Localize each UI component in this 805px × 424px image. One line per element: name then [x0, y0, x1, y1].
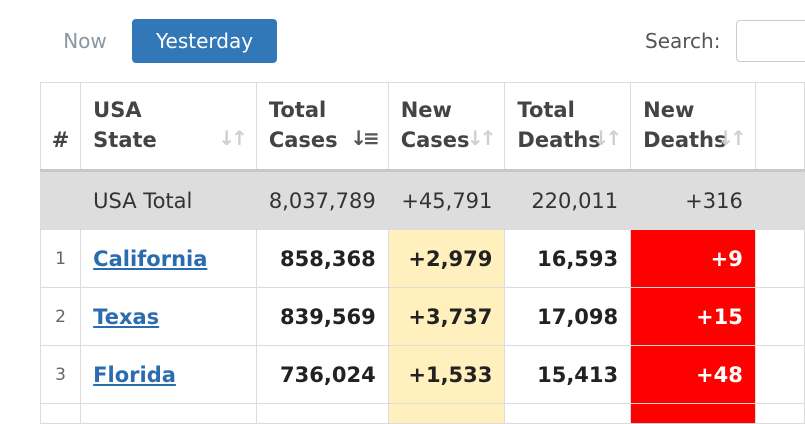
row-new-cases: +3,737 — [387, 287, 506, 346]
row-new-cases: +2,979 — [387, 229, 506, 288]
column-header-total-cases[interactable]: Total Cases ↓≡ — [255, 82, 389, 172]
search-label: Search: — [645, 29, 721, 53]
column-header-state-line1: USA — [93, 98, 142, 122]
row-total-cases: 839,569 — [255, 287, 389, 346]
table-row: 1 California 858,368 +2,979 16,593 +9 — [39, 229, 805, 288]
column-header-new-cases-line2: Cases — [400, 128, 470, 152]
total-row-label: USA Total — [80, 170, 257, 230]
row-new-deaths: +48 — [630, 345, 756, 404]
column-header-rank-label: # — [51, 128, 70, 152]
state-link-texas[interactable]: Texas — [93, 304, 160, 329]
table-row-partial — [39, 403, 805, 424]
toolbar: Now Yesterday Search: — [0, 0, 805, 80]
row-total-deaths: 16,593 — [504, 229, 632, 288]
row-new-deaths: +9 — [630, 229, 756, 288]
tab-now[interactable]: Now — [63, 29, 107, 53]
total-row-total-deaths: 220,011 — [504, 170, 632, 230]
table-row: 2 Texas 839,569 +3,737 17,098 +15 — [39, 287, 805, 346]
column-header-rank[interactable]: # — [39, 82, 82, 172]
column-header-state-line2: State — [93, 128, 157, 152]
column-header-total-deaths-line2: Deaths — [517, 128, 601, 152]
row-rank: 1 — [39, 229, 82, 288]
column-header-new-cases[interactable]: New Cases ↓↑ — [387, 82, 506, 172]
row-state: California — [80, 229, 257, 288]
row-new-deaths: +15 — [630, 287, 756, 346]
state-link-california[interactable]: California — [93, 246, 208, 271]
total-row-rank — [39, 170, 82, 230]
row-new-cases: +1,533 — [387, 345, 506, 404]
column-header-total-cases-line2: Cases — [268, 128, 338, 152]
state-link-florida[interactable]: Florida — [93, 362, 176, 387]
sort-descending-icon[interactable]: ↓≡ — [350, 126, 379, 150]
total-row-truncated — [754, 170, 805, 230]
sort-both-icon[interactable]: ↓↑ — [218, 126, 247, 150]
column-header-state[interactable]: USA State ↓↑ — [80, 82, 257, 172]
row-total-deaths: 15,413 — [504, 345, 632, 404]
column-header-new-deaths[interactable]: New Deaths ↓↑ — [630, 82, 756, 172]
search-input[interactable] — [736, 20, 805, 62]
sort-both-icon[interactable]: ↓↑ — [717, 126, 746, 150]
row-state: Texas — [80, 287, 257, 346]
total-row-total-cases: 8,037,789 — [255, 170, 389, 230]
column-header-total-cases-line1: Total — [268, 98, 327, 122]
row-rank: 2 — [39, 287, 82, 346]
column-header-total-deaths-line1: Total — [517, 98, 575, 122]
row-total-deaths: 17,098 — [504, 287, 632, 346]
row-truncated — [754, 287, 805, 346]
row-truncated — [754, 345, 805, 404]
total-row-new-cases: +45,791 — [387, 170, 506, 230]
column-header-new-deaths-line2: Deaths — [643, 128, 727, 152]
states-table: # USA State ↓↑ Total Cases ↓≡ New Cases … — [39, 82, 805, 424]
row-total-cases: 736,024 — [255, 345, 389, 404]
table-row: 3 Florida 736,024 +1,533 15,413 +48 — [39, 345, 805, 404]
row-state: Florida — [80, 345, 257, 404]
column-header-truncated[interactable] — [754, 82, 805, 172]
tab-yesterday[interactable]: Yesterday — [132, 19, 277, 63]
states-table-container: # USA State ↓↑ Total Cases ↓≡ New Cases … — [39, 82, 805, 424]
column-header-new-cases-line1: New — [400, 98, 452, 122]
table-header-row: # USA State ↓↑ Total Cases ↓≡ New Cases … — [39, 82, 805, 172]
column-header-new-deaths-line1: New — [643, 98, 695, 122]
usa-total-row: USA Total 8,037,789 +45,791 220,011 +316 — [39, 170, 805, 230]
total-row-new-deaths: +316 — [630, 170, 756, 230]
row-rank: 3 — [39, 345, 82, 404]
row-total-cases: 858,368 — [255, 229, 389, 288]
row-truncated — [754, 229, 805, 288]
partial-cell — [630, 403, 756, 424]
sort-both-icon[interactable]: ↓↑ — [592, 126, 622, 150]
sort-both-icon[interactable]: ↓↑ — [466, 126, 496, 150]
column-header-total-deaths[interactable]: Total Deaths ↓↑ — [504, 82, 632, 172]
